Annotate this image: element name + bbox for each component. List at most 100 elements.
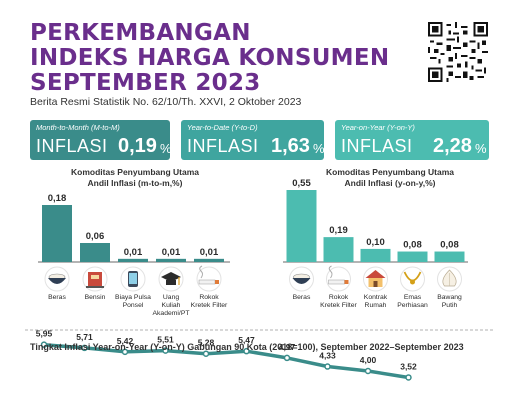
house-door [373, 281, 378, 287]
line-data-label: 3,52 [400, 361, 417, 371]
yony-tick-label: Rumah [365, 302, 387, 309]
line-point [81, 344, 88, 352]
fuel-pump-icon [82, 266, 108, 292]
yony-data-label: 0,08 [403, 240, 422, 251]
cigarette-icon [196, 265, 222, 292]
line-point [121, 348, 129, 356]
mtom-tick-label: Kuliah [162, 302, 181, 309]
yony-tick-label: Beras [293, 294, 311, 301]
mtom-tick-label: Akademi/PT [152, 310, 189, 317]
yony-tick-label: Putih [442, 302, 458, 309]
pump-base [86, 286, 104, 288]
inflation-line [42, 342, 411, 380]
line-data-label: 5,28 [198, 338, 215, 348]
mtom-bar [80, 243, 110, 262]
inflation-box-yony: Year-on-Year (Y-on-Y) INFLASI 2,28 % [335, 120, 489, 160]
mtom-bar [42, 205, 72, 262]
line-point [40, 341, 48, 348]
line-data-label: 4,00 [360, 355, 377, 365]
line-point [162, 347, 169, 354]
cigarette-icon [326, 265, 351, 292]
mtom-tick-label: Ponsel [123, 302, 144, 309]
cap-base [166, 280, 176, 285]
box-unit: % [475, 141, 487, 156]
bowl [292, 278, 311, 284]
mtom-data-label: 0,01 [162, 247, 181, 258]
graduation-cap-icon [158, 266, 184, 292]
box-word: INFLASI [36, 136, 108, 156]
subtitle: Berita Resmi Statistik No. 62/10/Th. XXV… [30, 96, 302, 108]
line-point [324, 363, 331, 370]
left-section-title-line2: Andil Inflasi (m-to-m,%) [87, 178, 183, 188]
box-label: Year-on-Year (Y-on-Y) [341, 123, 415, 132]
yony-data-label: 0,08 [440, 240, 459, 251]
box-word: INFLASI [341, 136, 413, 156]
inflation-box-ytod: Year-to-Date (Y-to-D) INFLASI 1,63 % [181, 120, 325, 160]
icon-bg [400, 266, 425, 292]
left-section-title: Komoditas Penyumbang Utama Andil Inflasi… [40, 167, 230, 189]
box-label: Year-to-Date (Y-to-D) [187, 123, 258, 132]
box-unit: % [160, 141, 172, 156]
title-line-3: SEPTEMBER 2023 [30, 70, 261, 96]
cig-filter [215, 280, 219, 284]
right-section-title: Komoditas Penyumbang Utama Andil Inflasi… [290, 167, 490, 189]
right-section-title-line2: Andil Inflasi (y-on-y,%) [344, 178, 436, 188]
box-value: 2,28 [433, 135, 472, 157]
box-label: Month-to-Month (M-to-M) [36, 123, 120, 132]
mtom-data-label: 0,01 [200, 247, 219, 258]
yony-tick-label: Emas [404, 294, 422, 301]
mtom-tick-label: Bensin [85, 294, 106, 301]
yony-data-label: 0,19 [329, 225, 348, 236]
rice-bowl-icon [289, 266, 314, 292]
phone-screen [129, 273, 137, 284]
cig-paper [198, 279, 216, 285]
right-section-title-line1: Komoditas Penyumbang Utama [326, 167, 454, 177]
mtom-bar [194, 258, 224, 262]
box-value: 1,63 [271, 135, 310, 157]
cig-smoke [199, 265, 203, 279]
yony-tick-label: Bawang [437, 294, 462, 301]
house-icon [363, 266, 388, 292]
mtom-tick-label: Kretek Filter [191, 302, 228, 309]
box-word: INFLASI [187, 136, 259, 156]
mtom-data-label: 0,18 [48, 193, 67, 204]
line-data-label: 5,42 [117, 336, 134, 346]
yony-bar [397, 251, 428, 262]
mtom-tick-label: Biaya Pulsa [115, 294, 151, 301]
yony-bar [323, 237, 354, 262]
garlic-icon [437, 266, 462, 292]
line-data-label: 5,95 [36, 329, 53, 339]
title-line-1: PERKEMBANGAN [30, 20, 251, 46]
icon-bg [196, 266, 222, 292]
yony-tick-label: Perhiasan [397, 302, 428, 309]
inflation-box-mtom: Month-to-Month (M-to-M) INFLASI 0,19 % [30, 120, 172, 160]
pump-screen [91, 275, 99, 279]
cig-smoke [328, 265, 333, 279]
line-data-label: 5,47 [238, 335, 255, 345]
line-point [243, 347, 250, 355]
left-section-title-line1: Komoditas Penyumbang Utama [71, 167, 199, 177]
yony-bar [286, 190, 317, 262]
yony-bar [360, 248, 391, 262]
box-value: 0,19 [118, 135, 157, 157]
line-data-label: 4,97 [279, 342, 296, 352]
mtom-data-label: 0,06 [86, 231, 105, 242]
pendant [410, 279, 415, 285]
line-data-label: 5,71 [76, 332, 93, 342]
jewelry-icon [400, 266, 425, 292]
icon-bg [326, 266, 351, 292]
cap-top [161, 272, 181, 282]
cig-paper [328, 279, 345, 285]
qr-code-icon [428, 22, 488, 82]
mtom-bar [118, 258, 148, 262]
yony-data-label: 0,55 [292, 178, 311, 189]
line-point [202, 350, 210, 357]
line-chart-title: Tingkat Inflasi Year-on-Year (Y-on-Y) Ga… [30, 342, 464, 352]
line-data-label: 5,51 [157, 335, 174, 345]
mtom-tick-label: Beras [48, 294, 66, 301]
line-point [405, 374, 412, 381]
yony-tick-label: Rokok [329, 294, 349, 301]
line-point [283, 354, 291, 362]
rice-bowl-icon [44, 266, 70, 292]
